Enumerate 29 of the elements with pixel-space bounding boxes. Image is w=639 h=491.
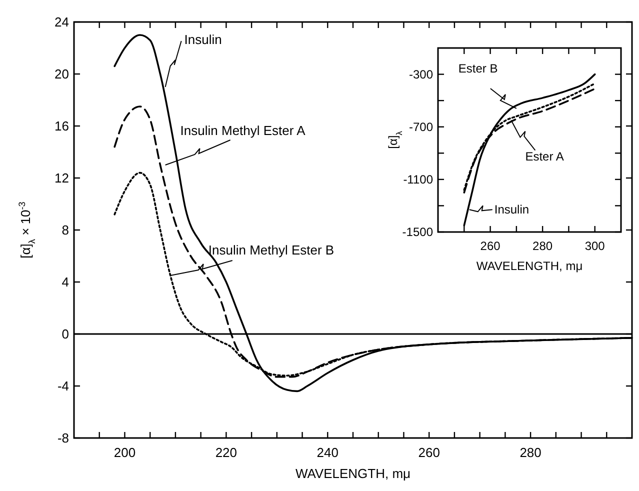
y-tick-label: -8 <box>57 430 69 446</box>
x-tick-label: 240 <box>316 445 338 460</box>
x-tick-label: 200 <box>114 445 136 460</box>
annotation: Ester A <box>525 149 564 164</box>
x-tick-label: 260 <box>418 445 440 460</box>
y-tick-label: -1100 <box>403 172 434 187</box>
y-tick-label: 8 <box>62 222 69 238</box>
y-tick-label: -1500 <box>402 225 434 240</box>
annotation: Insulin Methyl Ester B <box>208 242 334 258</box>
y-tick-label: 0 <box>62 326 69 342</box>
x-tick-label: 220 <box>215 445 238 460</box>
annotation: Insulin <box>494 202 530 217</box>
annotation: Insulin Methyl Ester A <box>180 123 306 138</box>
annotation: Insulin <box>184 32 222 47</box>
y-tick-label: 4 <box>62 274 69 290</box>
y-tick-label: -4 <box>57 378 69 394</box>
x-tick-label: 300 <box>584 239 606 253</box>
x-tick-label: 260 <box>480 239 501 253</box>
y-tick-label: -700 <box>408 120 434 134</box>
y-tick-label: -300 <box>408 67 434 82</box>
y-tick-label: 24 <box>54 14 69 30</box>
x-axis-title: WAVELENGTH, mμ <box>476 259 583 273</box>
y-tick-label: 12 <box>54 170 69 186</box>
annotation: Ester B <box>458 61 498 76</box>
x-axis-title: WAVELENGTH, mμ <box>295 466 411 481</box>
y-tick-label: 16 <box>54 118 69 134</box>
x-tick-label: 280 <box>520 445 542 460</box>
y-tick-label: 20 <box>54 66 69 82</box>
x-tick-label: 280 <box>532 239 553 253</box>
